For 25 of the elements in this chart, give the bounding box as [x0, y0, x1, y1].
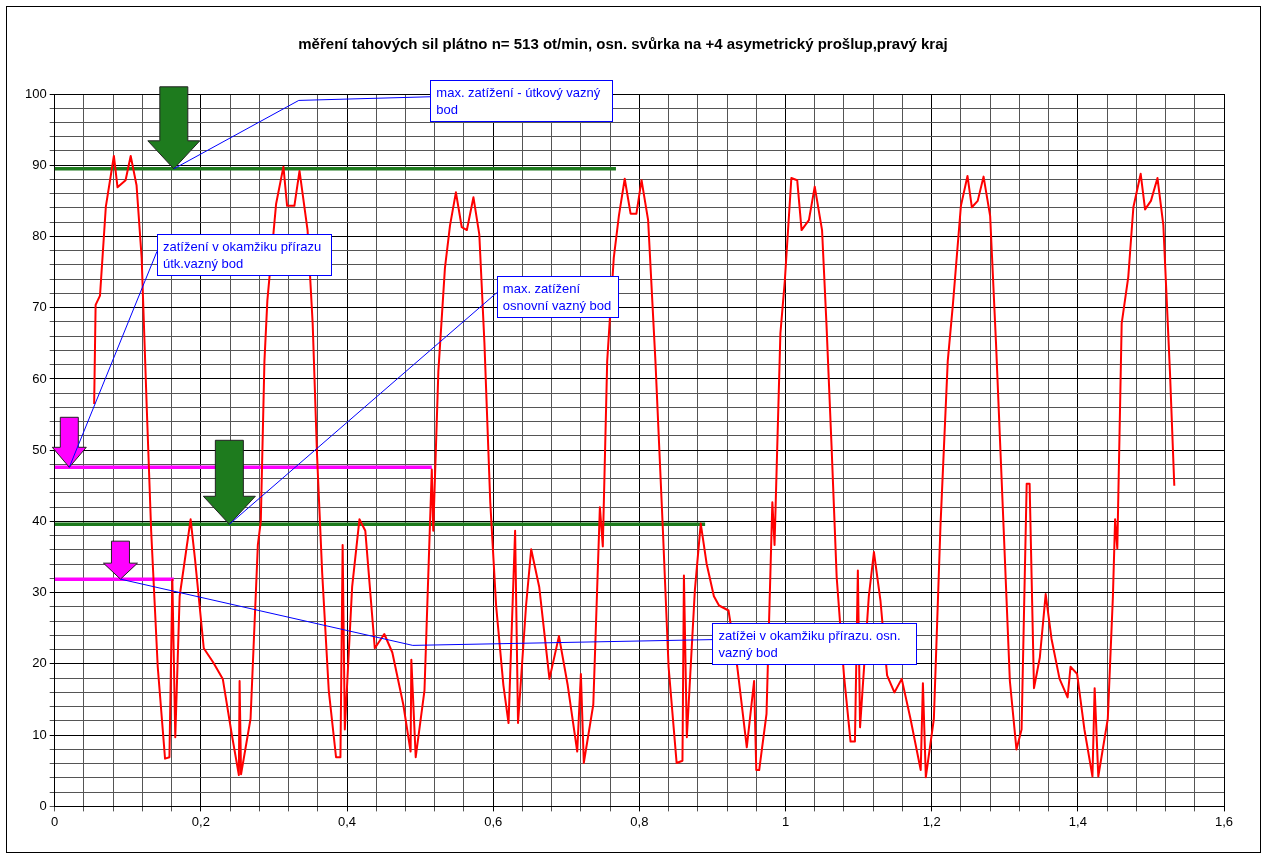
y-tick-label: 100 — [24, 85, 47, 101]
y-tick-label: 80 — [32, 228, 47, 244]
x-tick-label: 1,4 — [1068, 813, 1087, 829]
y-tick-label: 50 — [32, 441, 47, 457]
y-tick-label: 60 — [32, 370, 47, 386]
x-tick-label: 0,2 — [191, 813, 210, 829]
annotation: max. zatížení osnovní vazný bod — [496, 275, 619, 318]
x-tick-label: 0 — [51, 813, 59, 829]
x-tick-label: 1,2 — [922, 813, 941, 829]
y-tick-label: 0 — [39, 797, 47, 813]
chart-title: měření tahových sil plátno n= 513 ot/min, osn. svůrka na +4 asymetrický prošlup,pravý kraj — [298, 35, 948, 53]
annotation: max. zatížení - útkový vazný bod — [430, 79, 614, 122]
x-tick-label: 0,6 — [484, 813, 503, 829]
y-tick-label: 40 — [32, 513, 47, 529]
y-tick-label: 70 — [32, 299, 47, 315]
x-tick-label: 0,4 — [337, 813, 357, 829]
x-tick-label: 1 — [781, 813, 790, 829]
y-tick-label: 10 — [32, 726, 47, 742]
y-tick-label: 20 — [32, 655, 47, 671]
y-tick-label: 90 — [32, 156, 47, 172]
x-tick-label: 1,6 — [1214, 813, 1234, 829]
y-tick-label: 30 — [32, 584, 47, 600]
annotation: zatížei v okamžiku přírazu. osn. vazný bod — [712, 622, 918, 665]
x-tick-label: 0,8 — [630, 813, 649, 829]
annotation: zatížení v okamžiku přírazu útk.vazný bod — [157, 234, 332, 277]
